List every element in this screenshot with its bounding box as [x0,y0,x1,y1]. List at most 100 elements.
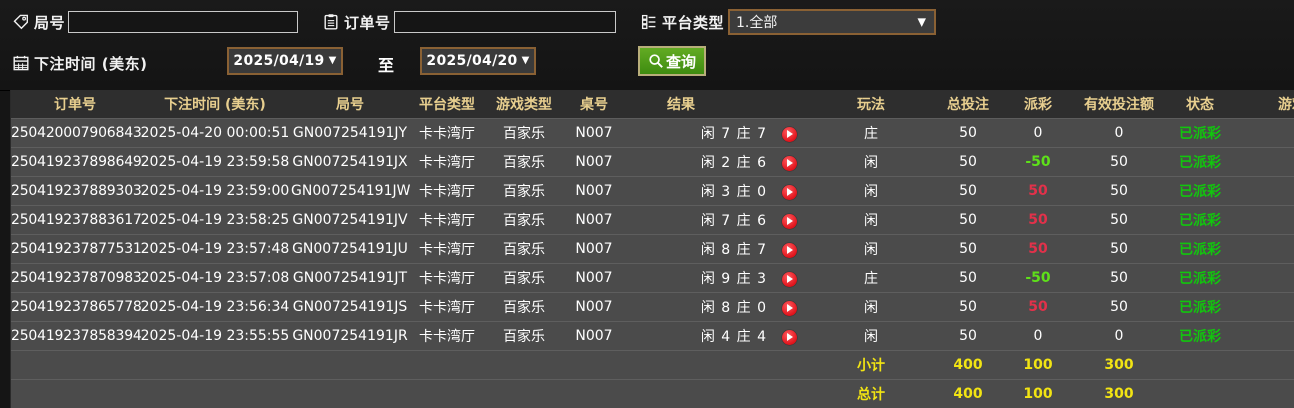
footer-valid-bet: 300 [1071,379,1167,408]
footer-label: 小计 [811,350,931,380]
table-row[interactable]: 250419237883617 2025-04-19 23:58:25 GN0072… [11,205,1294,235]
cell-game [1233,292,1294,322]
footer-spacer [11,350,811,380]
bet-time-from-datepicker[interactable]: 2025/04/19 ▼ [227,47,343,75]
round-no-input[interactable] [68,11,299,33]
column-header-game[interactable]: 游戏 [1233,90,1294,119]
play-replay-icon[interactable] [781,213,797,229]
column-header-status[interactable]: 状态 [1167,90,1233,119]
cell-round-no: GN007254191JW [291,176,410,206]
cell-order-no: 250419237889303 [11,176,142,206]
column-header-valid-bet[interactable]: 有效投注额 [1071,90,1167,119]
platform-type-select[interactable]: 1.全部 ▼ [728,9,937,35]
cell-payout: 50 [1005,205,1071,235]
cell-table-no: N007 [563,176,625,206]
bet-time-from-value: 2025/04/19 [233,53,325,69]
table-row[interactable]: 250419237865778 2025-04-19 23:56:34 GN0072… [11,292,1294,322]
clipboard-icon [322,13,340,31]
cell-total-bet: 50 [931,292,1005,322]
play-replay-icon[interactable] [781,300,797,316]
result-text: 闲 4 庄 4 [700,329,767,345]
status-badge: 已派彩 [1179,242,1221,258]
cell-payout: 50 [1005,292,1071,322]
bet-time-to-datepicker[interactable]: 2025/04/20 ▼ [420,47,536,75]
cell-game [1233,263,1294,293]
filter-order-no: 订单号 [322,8,616,36]
column-header-payout[interactable]: 派彩 [1005,90,1071,119]
table-row[interactable]: 250419237858394 2025-04-19 23:55:55 GN0072… [11,321,1294,351]
cell-total-bet: 50 [931,205,1005,235]
cell-bet-time: 2025-04-19 23:58:25 [139,205,291,235]
column-header-table-no[interactable]: 桌号 [563,90,625,119]
column-header-total-bet[interactable]: 总投注 [931,90,1005,119]
cell-payout: 50 [1005,176,1071,206]
table-row[interactable]: 250419237889303 2025-04-19 23:59:00 GN0072… [11,176,1294,206]
cell-total-bet: 50 [931,321,1005,351]
footer-spacer [11,379,811,408]
cell-result: 闲 3 庄 0 [625,176,811,206]
cell-platform: 卡卡湾厅 [409,118,485,148]
cell-game-type: 百家乐 [485,321,563,351]
cell-payout: 0 [1005,118,1071,148]
play-replay-icon[interactable] [781,126,797,142]
play-replay-icon[interactable] [781,184,797,200]
cell-game [1233,147,1294,177]
column-header-play[interactable]: 玩法 [811,90,931,119]
cell-game-type: 百家乐 [485,205,563,235]
cell-result: 闲 7 庄 7 [625,118,811,148]
filter-row-2: 下注时间 (美东) 2025/04/19 ▼ 至 2025/04/20 ▼ 查询 [0,46,1294,81]
search-button[interactable]: 查询 [638,46,707,76]
cell-valid-bet: 50 [1071,263,1167,293]
footer-total-bet: 400 [931,350,1005,380]
table-row[interactable]: 250419237870983 2025-04-19 23:57:08 GN0072… [11,263,1294,293]
footer-payout: 100 [1005,350,1071,380]
cell-table-no: N007 [563,118,625,148]
play-replay-icon[interactable] [781,242,797,258]
cell-bet-time: 2025-04-19 23:57:48 [139,234,291,264]
cell-result: 闲 8 庄 7 [625,234,811,264]
cell-order-no: 250419237865778 [11,292,142,322]
bet-records-table-container[interactable]: 订单号 下注时间 (美东) 局号 平台类型 游戏类型 桌号 结果 玩法 总投注 … [10,90,1294,408]
cell-table-no: N007 [563,263,625,293]
cell-round-no: GN007254191JU [291,234,409,264]
cell-valid-bet: 50 [1071,234,1167,264]
result-text: 闲 2 庄 6 [700,155,767,171]
table-row[interactable]: 250419237898649 2025-04-19 23:59:58 GN0072… [11,147,1294,177]
column-header-result[interactable]: 结果 [625,90,811,119]
cell-bet-time: 2025-04-19 23:56:34 [139,292,291,322]
cell-game [1233,205,1294,235]
chevron-down-icon: ▼ [328,55,337,66]
column-header-round-no[interactable]: 局号 [291,90,409,119]
table-header-row: 订单号 下注时间 (美东) 局号 平台类型 游戏类型 桌号 结果 玩法 总投注 … [11,90,1294,119]
result-text: 闲 7 庄 6 [700,213,767,229]
play-replay-icon[interactable] [781,329,797,345]
column-header-game-type[interactable]: 游戏类型 [485,90,563,119]
cell-platform: 卡卡湾厅 [409,205,485,235]
cell-valid-bet: 0 [1071,321,1167,351]
filter-platform-type-label: 平台类型 [662,13,725,32]
cell-status: 已派彩 [1167,292,1233,322]
date-range-separator: 至 [378,56,395,75]
cell-play: 闲 [811,176,931,206]
filter-platform-type: 平台类型 1.全部 ▼ [640,8,937,36]
table-row[interactable]: 250419237877531 2025-04-19 23:57:48 GN0072… [11,234,1294,264]
column-header-platform[interactable]: 平台类型 [409,90,485,119]
chevron-down-icon: ▼ [521,55,530,66]
calendar-icon [12,54,30,72]
cell-game-type: 百家乐 [485,292,563,322]
status-badge: 已派彩 [1179,126,1221,142]
table-row[interactable]: 250420007906843 2025-04-20 00:00:51 GN0072… [11,118,1294,148]
cell-platform: 卡卡湾厅 [409,263,485,293]
order-no-input[interactable] [393,11,616,33]
cell-status: 已派彩 [1167,118,1233,148]
cell-play: 闲 [811,234,931,264]
cell-round-no: GN007254191JY [291,118,409,148]
column-header-bet-time[interactable]: 下注时间 (美东) [139,90,291,119]
cell-total-bet: 50 [931,147,1005,177]
play-replay-icon[interactable] [781,271,797,287]
filter-bet-time: 下注时间 (美东) [12,49,147,77]
play-replay-icon[interactable] [781,155,797,171]
cell-platform: 卡卡湾厅 [409,321,485,351]
column-header-order-no[interactable]: 订单号 [11,90,139,119]
